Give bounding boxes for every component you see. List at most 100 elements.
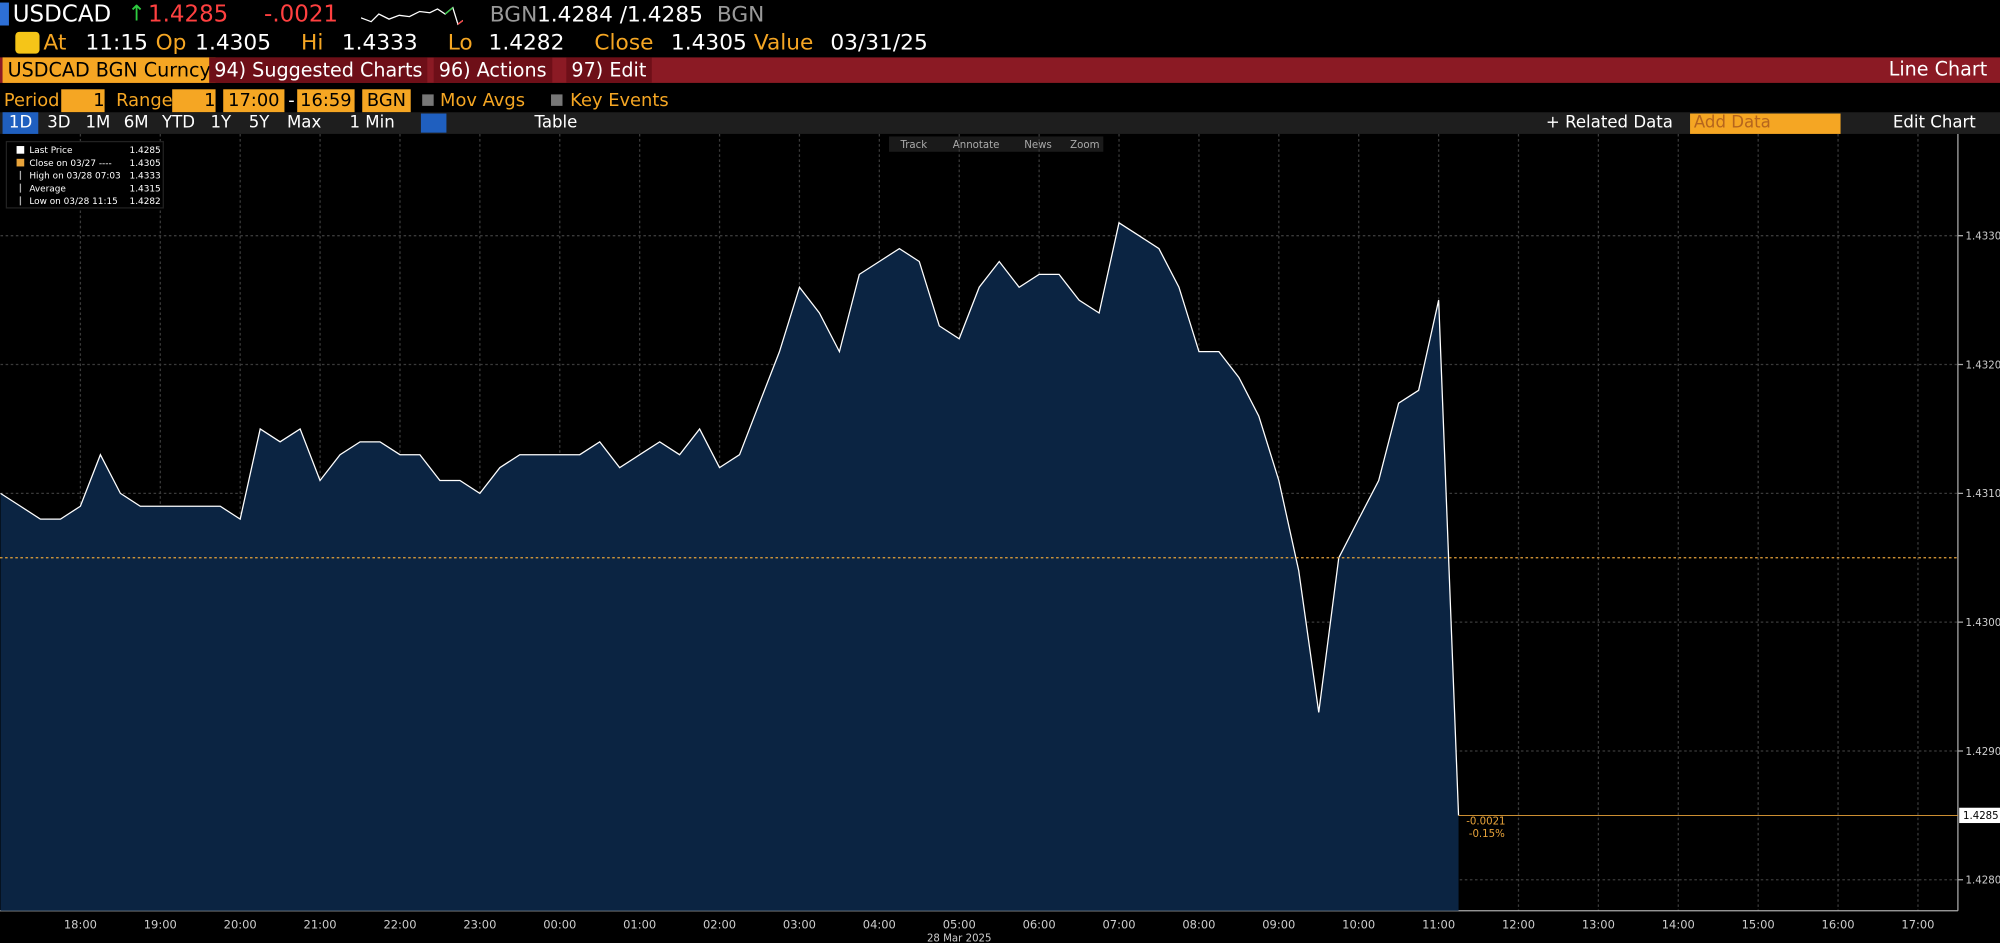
separator: - (288, 90, 295, 111)
legend-value: 1.4282 (130, 197, 161, 207)
x-tick-label: 23:00 (463, 918, 496, 932)
range-button[interactable]: 1D (2, 112, 39, 134)
stat-value: 03/31/25 (830, 30, 928, 57)
range-button[interactable]: 3D (47, 113, 71, 133)
input[interactable]: 1 (61, 89, 105, 113)
tool-button[interactable]: News (1024, 140, 1052, 151)
menu-bar: USDCAD BGN Curncy 94) Suggested Charts 9… (0, 57, 2000, 83)
related-data[interactable]: + Related Data (1545, 113, 1673, 133)
interval[interactable]: 1 Min (349, 113, 395, 133)
legend-name: Low on 03/28 11:15 (29, 197, 117, 207)
change: -.0021 (264, 1, 339, 29)
stat-value: 1.4282 (488, 30, 565, 57)
y-tick-label: 1.4310 (1966, 489, 2000, 500)
tools-background (889, 136, 1104, 152)
up-arrow: ↑ (127, 1, 146, 27)
x-tick-label: 06:00 (1023, 918, 1056, 932)
x-tick-label: 21:00 (304, 918, 337, 932)
legend-name: Average (29, 184, 66, 194)
range-bar: 1 Min Table + Related Data Add Data Edit… (0, 112, 2000, 134)
legend: Last Price 1.4285 Close on 03/27 ---- 1.430… (5, 140, 164, 209)
ticker: USDCAD (12, 1, 112, 29)
chart-kind: Line Chart (1888, 57, 1988, 81)
legend-value: 1.4305 (130, 159, 161, 169)
input[interactable]: 16:59 (297, 89, 355, 113)
legend-value: 1.4333 (130, 172, 161, 182)
legend-swatch (16, 146, 25, 154)
edit-chart[interactable]: Edit Chart (1892, 113, 1976, 133)
label[interactable]: Key Events (570, 90, 669, 111)
last-price-label: 1.4285 (1963, 811, 1999, 822)
area (0, 222, 1459, 911)
checkbox[interactable] (422, 94, 434, 106)
x-tick-label: 02:00 (703, 918, 736, 932)
label[interactable]: Mov Avgs (440, 90, 526, 111)
label: Range (116, 90, 173, 111)
change-annotation: -0.15% (1469, 829, 1505, 840)
last-price-box (1959, 807, 2000, 824)
x-tick-label: 13:00 (1582, 918, 1615, 932)
legend-name: Close on 03/27 ---- (29, 159, 111, 169)
table-button[interactable]: Table (534, 113, 578, 133)
range-button[interactable]: 6M (123, 113, 149, 133)
legend-swatch (16, 158, 25, 167)
tool-button[interactable]: Track (900, 140, 928, 151)
range-button[interactable]: 1Y (210, 113, 232, 133)
range-button[interactable]: 1M (85, 113, 111, 133)
tool-button[interactable]: Annotate (953, 140, 1000, 151)
stat-label: Op (155, 30, 187, 57)
bid-ask: 1.4284 /1.4285 (536, 2, 703, 29)
x-tick-label: 01:00 (623, 918, 656, 932)
x-tick-label: 12:00 (1502, 918, 1535, 932)
legend-name: Last Price (29, 146, 72, 156)
x-tick-label: 16:00 (1822, 918, 1855, 932)
x-tick-label: 07:00 (1102, 918, 1135, 932)
legend-name: High on 03/28 07:03 (29, 172, 120, 182)
stats-row: At 11:15 Op 1.4305 Hi 1.4333 Lo 1.4282 C… (0, 28, 2000, 56)
stat-label: Lo (447, 30, 473, 57)
x-tick-label: 14:00 (1662, 918, 1695, 932)
change-annotation: -0.0021 (1466, 816, 1505, 827)
x-tick-label: 17:00 (1901, 918, 1934, 932)
x-tick-label: 22:00 (383, 918, 416, 932)
x-tick-label: 03:00 (783, 918, 816, 932)
tool-button[interactable]: Zoom (1070, 140, 1099, 151)
legend-value: 1.4285 (130, 146, 161, 156)
input[interactable]: 17:00 (223, 89, 285, 113)
range-button[interactable]: 5Y (248, 113, 270, 133)
legend-background (5, 140, 164, 209)
stat-value: 1.4305 (670, 30, 747, 57)
menu-button[interactable]: 94) Suggested Charts (209, 57, 428, 83)
stat-value: 11:15 (85, 30, 148, 57)
clock-icon (15, 31, 40, 54)
line-icon[interactable] (420, 113, 447, 133)
x-axis-date: 28 Mar 2025 (927, 933, 992, 942)
stat-label: Close (594, 30, 654, 57)
y-tick-label: 1.4300 (1966, 618, 2000, 629)
input[interactable]: BGN (362, 89, 411, 113)
x-tick-label: 00:00 (543, 918, 576, 932)
range-button[interactable]: YTD (161, 113, 196, 133)
stat-value: 1.4305 (195, 30, 272, 57)
x-tick-label: 19:00 (144, 918, 177, 932)
menu-button[interactable]: 97) Edit (566, 57, 652, 83)
menu-button[interactable]: 96) Actions (433, 57, 552, 83)
focus-marker (0, 2, 9, 26)
x-tick-label: 09:00 (1262, 918, 1295, 932)
quote-row: USDCAD ↑ 1.4285 -.0021 BGN 1.4284 /1.428… (0, 0, 2000, 28)
stat-label: At (43, 30, 67, 57)
add-data-input[interactable]: Add Data (1690, 113, 1841, 134)
source: BGN (489, 2, 538, 29)
range-button[interactable]: Max (286, 113, 322, 133)
x-tick-label: 08:00 (1182, 918, 1215, 932)
label: Period (3, 90, 60, 111)
chart-tools: Track Annotate News Zoom (889, 136, 1104, 152)
checkbox[interactable] (551, 94, 563, 106)
sparkline (360, 6, 464, 26)
stat-label: Hi (301, 30, 324, 57)
input[interactable]: 1 (172, 89, 216, 113)
security-button[interactable]: USDCAD BGN Curncy (2, 57, 216, 83)
y-tick-label: 1.4280 (1966, 876, 2000, 887)
